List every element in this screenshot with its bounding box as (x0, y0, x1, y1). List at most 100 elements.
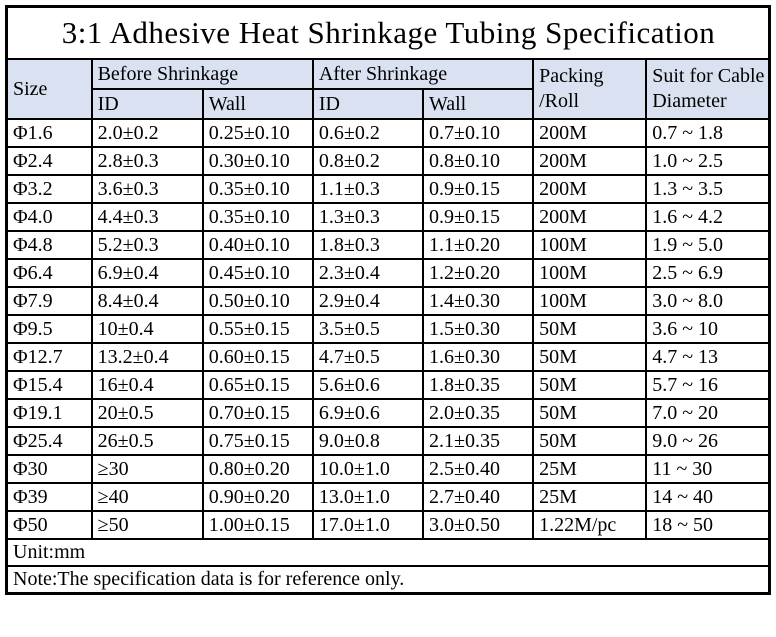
unit-text: Unit:mm (5, 538, 771, 567)
table-row: Φ30 ≥30 0.80±0.20 10.0±1.0 2.5±0.40 25M 11 ~ 3… (5, 454, 771, 484)
spec-cell: 4.4±0.3 (90, 202, 204, 232)
spec-cell: 2.0±0.35 (421, 398, 535, 428)
spec-cell: Φ39 (5, 482, 93, 512)
col-header-before-wall: Wall (201, 88, 314, 120)
spec-cell: 2.1±0.35 (421, 426, 535, 456)
spec-cell: 0.70±0.15 (201, 398, 314, 428)
spec-cell: 0.75±0.15 (201, 426, 314, 456)
spec-cell: Φ3.2 (5, 174, 93, 204)
spec-cell: 200M (532, 174, 648, 204)
spec-cell: Φ30 (5, 454, 93, 484)
table-row: Φ50 ≥50 1.00±0.15 17.0±1.0 3.0±0.50 1.22M/pc 1… (5, 510, 771, 540)
suit-line-2: Diameter (652, 90, 727, 112)
spec-cell: 3.0 ~ 8.0 (645, 286, 771, 316)
spec-cell: 6.9±0.4 (90, 258, 204, 288)
spec-cell: 2.5 ~ 6.9 (645, 258, 771, 288)
spec-cell: Φ12.7 (5, 342, 93, 372)
spec-cell: 6.9±0.6 (311, 398, 424, 428)
col-header-after-shrinkage: After Shrinkage (311, 58, 535, 90)
spec-cell: 0.25±0.10 (201, 118, 314, 148)
header-row-sub: ID Wall ID Wall (7, 88, 770, 120)
spec-cell: 0.8±0.10 (421, 146, 535, 176)
table-row: Φ3.2 3.6±0.3 0.35±0.10 1.1±0.3 0.9±0.15 200M 1… (5, 174, 771, 204)
spec-cell: Φ4.8 (5, 230, 93, 260)
unit-row: Unit:mm (5, 538, 771, 567)
spec-cell: 14 ~ 40 (645, 482, 771, 512)
spec-table: 3:1 Adhesive Heat Shrinkage Tubing Speci… (5, 5, 771, 595)
spec-cell: 0.9±0.15 (421, 202, 535, 232)
spec-cell: 2.3±0.4 (311, 258, 424, 288)
spec-cell: 200M (532, 202, 648, 232)
spec-cell: 1.9 ~ 5.0 (645, 230, 771, 260)
spec-cell: 1.4±0.30 (421, 286, 535, 316)
spec-cell: 4.7 ~ 13 (645, 342, 771, 372)
spec-cell: 0.9±0.15 (421, 174, 535, 204)
spec-cell: Φ7.9 (5, 286, 93, 316)
spec-cell: 3.6±0.3 (90, 174, 204, 204)
spec-cell: 16±0.4 (90, 370, 204, 400)
page-title: 3:1 Adhesive Heat Shrinkage Tubing Speci… (5, 5, 771, 60)
spec-cell: 1.00±0.15 (201, 510, 314, 540)
table-row: Φ1.6 2.0±0.2 0.25±0.10 0.6±0.2 0.7±0.10 200M 0… (5, 118, 771, 148)
spec-cell: 13.0±1.0 (311, 482, 424, 512)
spec-cell: 5.7 ~ 16 (645, 370, 771, 400)
spec-cell: 25M (532, 482, 648, 512)
table-row: Φ4.0 4.4±0.3 0.35±0.10 1.3±0.3 0.9±0.15 200M 1… (5, 202, 771, 232)
spec-cell: Φ6.4 (5, 258, 93, 288)
spec-cell: 0.35±0.10 (201, 202, 314, 232)
spec-cell: 1.0 ~ 2.5 (645, 146, 771, 176)
packing-line-2: /Roll (539, 90, 580, 112)
spec-cell: 1.6 ~ 4.2 (645, 202, 771, 232)
table-row: Φ39 ≥40 0.90±0.20 13.0±1.0 2.7±0.40 25M 14 ~ 4… (5, 482, 771, 512)
col-header-suit-cable: Suit for Cable Diameter (645, 58, 771, 120)
table-row: Φ9.5 10±0.4 0.55±0.15 3.5±0.5 1.5±0.30 50M 3.6… (5, 314, 771, 344)
spec-cell: 0.50±0.10 (201, 286, 314, 316)
spec-cell: 5.2±0.3 (90, 230, 204, 260)
spec-cell: 0.55±0.15 (201, 314, 314, 344)
spec-cell: Φ2.4 (5, 146, 93, 176)
spec-cell: 1.8±0.35 (421, 370, 535, 400)
note-row: Note:The specification data is for refer… (5, 565, 771, 595)
spec-cell: 25M (532, 454, 648, 484)
spec-cell: 3.5±0.5 (311, 314, 424, 344)
spec-cell: 17.0±1.0 (311, 510, 424, 540)
col-header-size: Size (5, 58, 93, 120)
table-row: Φ15.4 16±0.4 0.65±0.15 5.6±0.6 1.8±0.35 50M 5.… (5, 370, 771, 400)
spec-cell: 8.4±0.4 (90, 286, 204, 316)
spec-cell: 10.0±1.0 (311, 454, 424, 484)
table-row: Φ12.7 13.2±0.4 0.60±0.15 4.7±0.5 1.6±0.30 50M… (5, 342, 771, 372)
spec-cell: 0.90±0.20 (201, 482, 314, 512)
spec-cell: 1.5±0.30 (421, 314, 535, 344)
spec-cell: 5.6±0.6 (311, 370, 424, 400)
table-row: Φ25.4 26±0.5 0.75±0.15 9.0±0.8 2.1±0.35 50M 9.… (5, 426, 771, 456)
spec-cell: 18 ~ 50 (645, 510, 771, 540)
title-row: 3:1 Adhesive Heat Shrinkage Tubing Speci… (5, 5, 771, 60)
spec-cell: 50M (532, 314, 648, 344)
spec-cell: Φ19.1 (5, 398, 93, 428)
spec-cell: 0.7 ~ 1.8 (645, 118, 771, 148)
spec-cell: 0.7±0.10 (421, 118, 535, 148)
note-text: Note:The specification data is for refer… (5, 565, 771, 595)
spec-cell: 2.7±0.40 (421, 482, 535, 512)
spec-cell: 200M (532, 146, 648, 176)
spec-cell: Φ50 (5, 510, 93, 540)
spec-cell: 50M (532, 342, 648, 372)
spec-cell: 9.0 ~ 26 (645, 426, 771, 456)
spec-cell: 13.2±0.4 (90, 342, 204, 372)
spec-cell: 200M (532, 118, 648, 148)
spec-cell: 1.8±0.3 (311, 230, 424, 260)
packing-line-1: Packing (539, 65, 604, 87)
spec-cell: 0.65±0.15 (201, 370, 314, 400)
spec-cell: 1.1±0.3 (311, 174, 424, 204)
table-row: Φ4.8 5.2±0.3 0.40±0.10 1.8±0.3 1.1±0.20 100M 1… (5, 230, 771, 260)
spec-cell: 100M (532, 286, 648, 316)
spec-cell: ≥50 (90, 510, 204, 540)
spec-cell: 26±0.5 (90, 426, 204, 456)
spec-cell: Φ4.0 (5, 202, 93, 232)
spec-cell: 11 ~ 30 (645, 454, 771, 484)
spec-cell: Φ1.6 (5, 118, 93, 148)
spec-cell: 20±0.5 (90, 398, 204, 428)
spec-table-body: Φ1.6 2.0±0.2 0.25±0.10 0.6±0.2 0.7±0.10 200M 0… (5, 118, 771, 540)
spec-cell: 1.3 ~ 3.5 (645, 174, 771, 204)
